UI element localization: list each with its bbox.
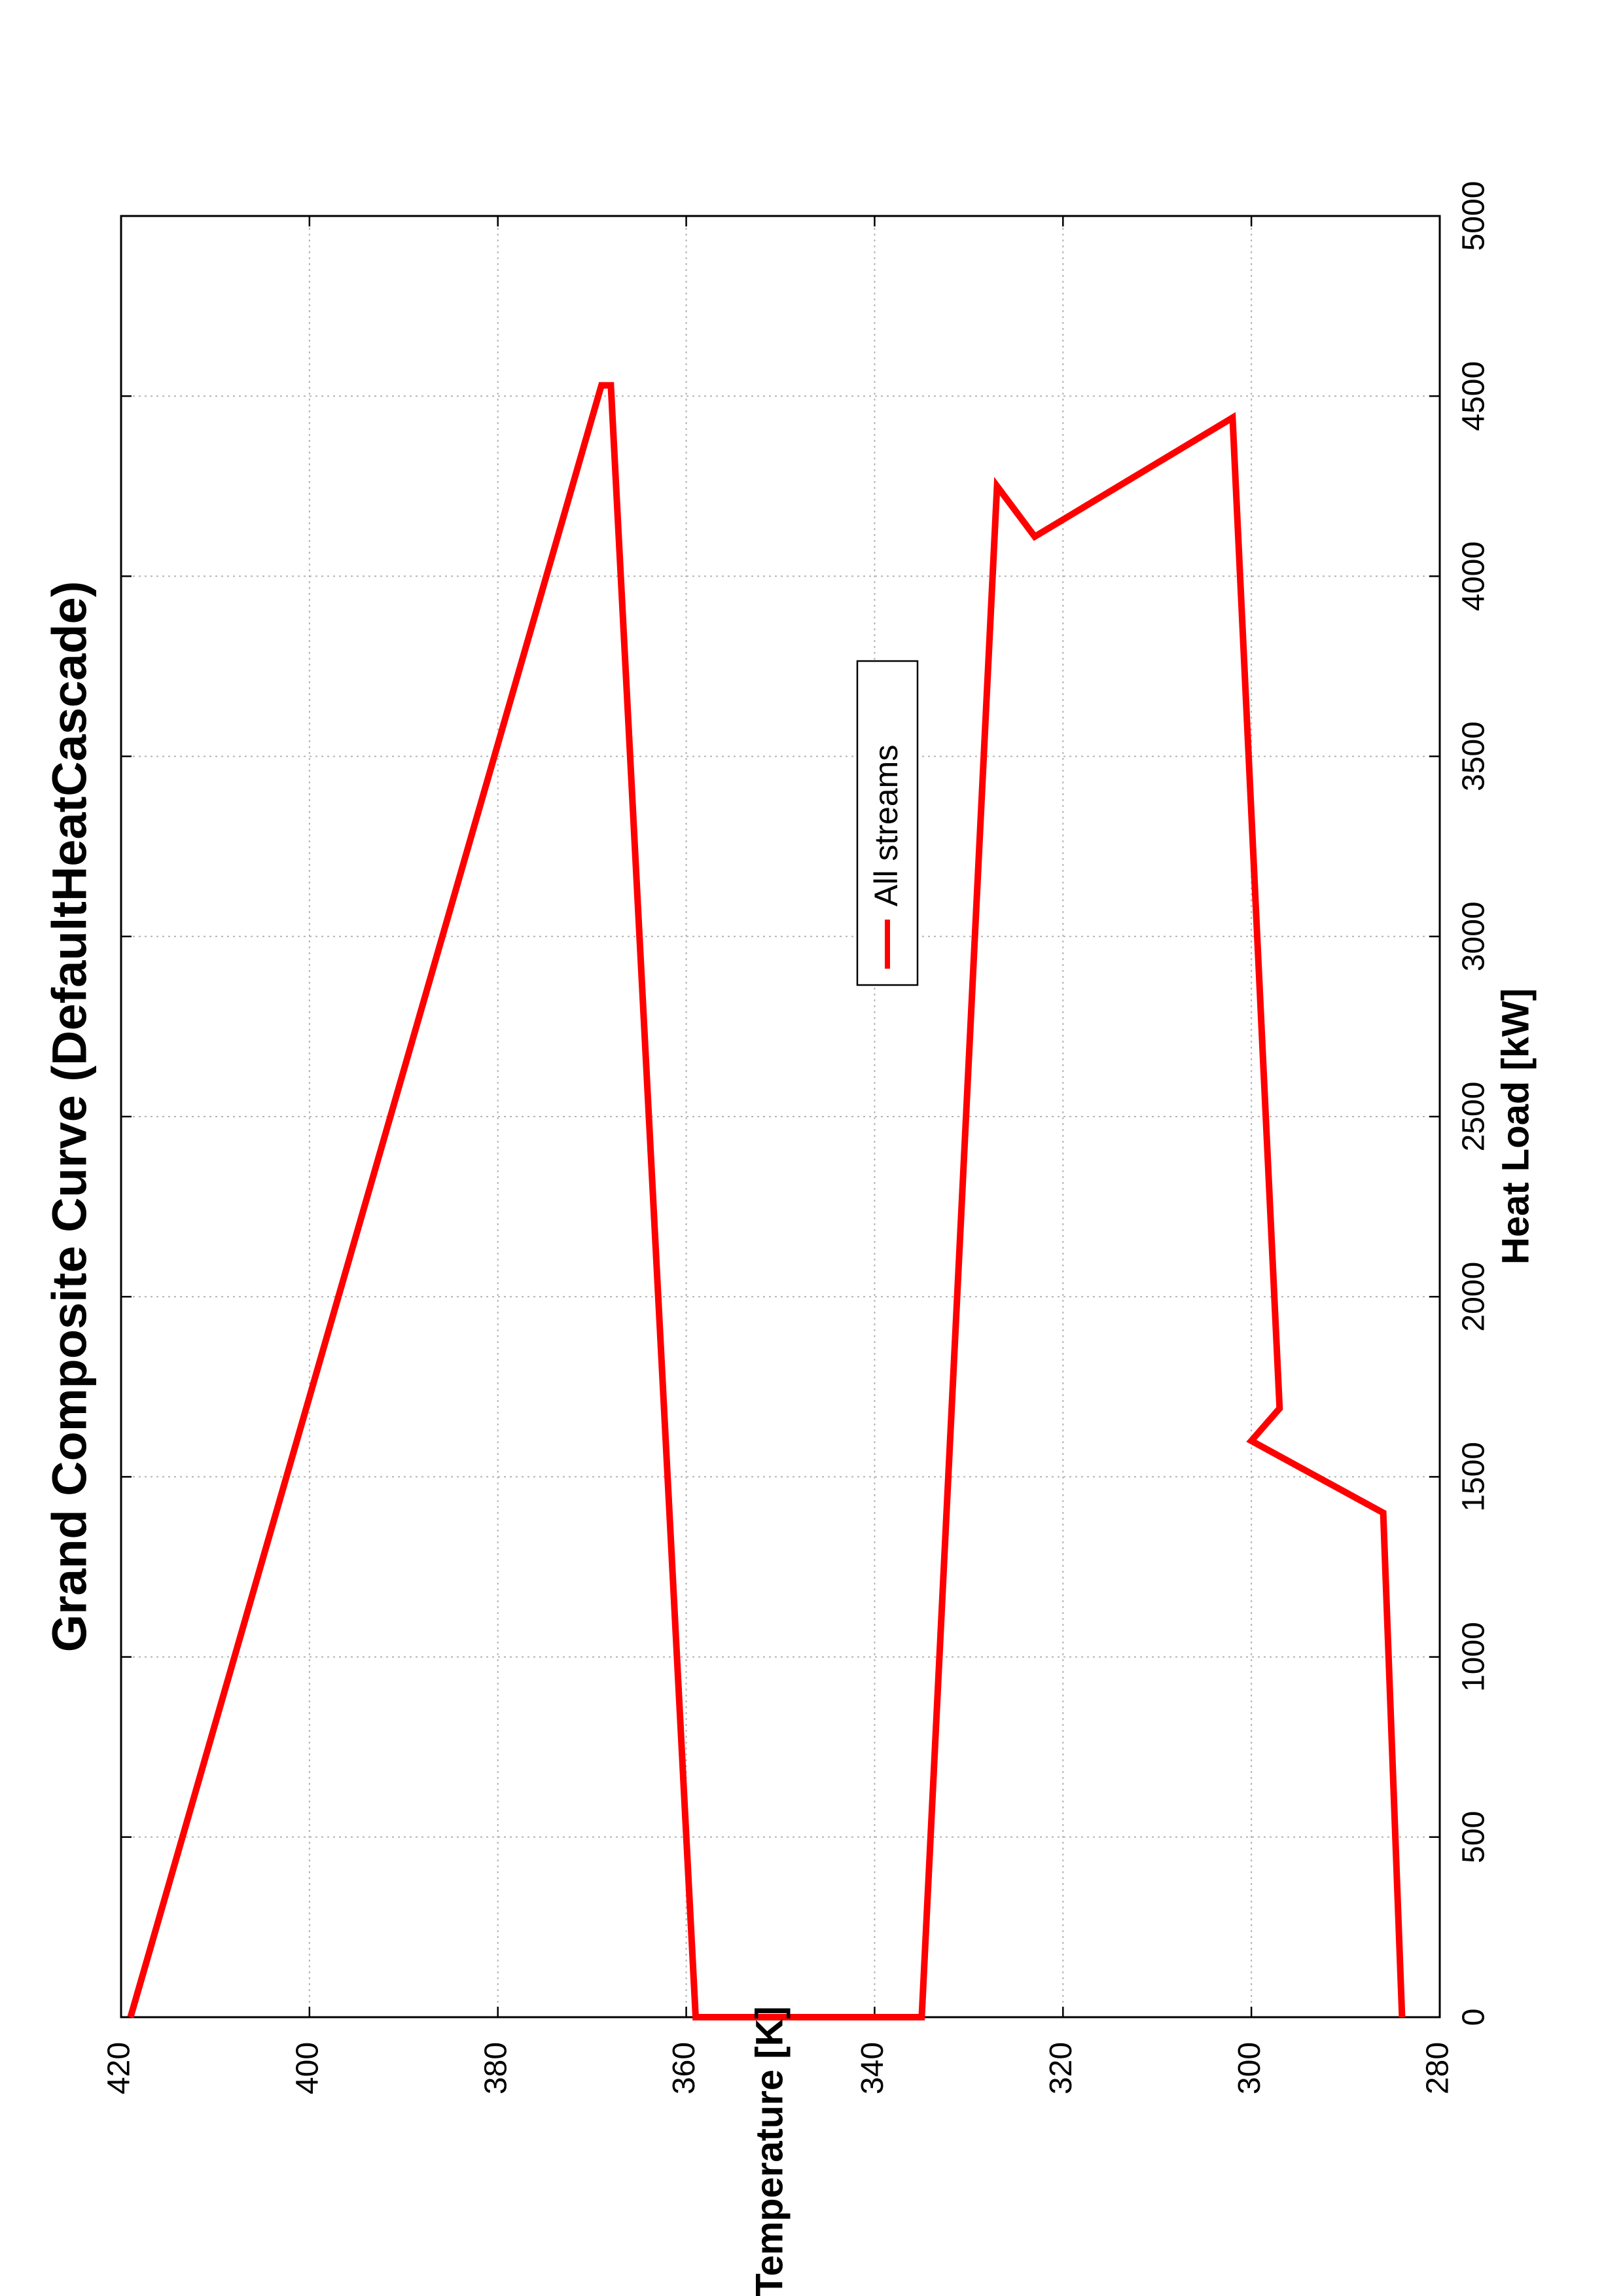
y-tick-label: 380 [478, 2042, 513, 2094]
x-tick-label: 4500 [1457, 361, 1491, 431]
series-line-all-streams [127, 382, 1406, 2020]
y-tick-label: 340 [855, 2042, 890, 2094]
series-layer [127, 382, 1406, 2020]
chart-title-group: Grand Composite Curve (DefaultHeatCascad… [43, 581, 97, 1653]
chart-title: Grand Composite Curve (DefaultHeatCascad… [43, 581, 97, 1653]
x-axis-label: Heat Load [kW] [1494, 988, 1537, 1265]
y-tick-label: 420 [102, 2042, 137, 2094]
x-tick-label: 1500 [1457, 1442, 1491, 1512]
y-axis-label: Temperature [K] [748, 2006, 791, 2296]
y-tick-label: 280 [1421, 2042, 1455, 2094]
y-tick-label: 300 [1232, 2042, 1267, 2094]
x-tick-label: 3000 [1457, 901, 1491, 971]
x-tick-label: 0 [1457, 2009, 1491, 2026]
x-tick-label: 5000 [1457, 181, 1491, 251]
legend: All streams [856, 660, 919, 986]
x-tick-label: 2500 [1457, 1082, 1491, 1152]
x-tick-label: 500 [1457, 1811, 1491, 1863]
y-tick-label: 320 [1044, 2042, 1079, 2094]
axis-ticks: 0 500 1000 1500 2000 2500 3000 3500 4000 4500 5000… [102, 181, 1491, 2094]
x-tick-label: 3500 [1457, 721, 1491, 791]
x-tick-label: 1000 [1457, 1622, 1491, 1692]
y-axis-label-group: Temperature [K] [748, 2006, 791, 2296]
x-axis-label-group: Heat Load [kW] [1494, 988, 1537, 1265]
x-tick-label: 2000 [1457, 1262, 1491, 1332]
legend-entry-label: All streams [868, 745, 904, 906]
x-tick-label: 4000 [1457, 541, 1491, 611]
y-tick-label: 360 [667, 2042, 702, 2094]
y-tick-label: 400 [291, 2042, 325, 2094]
